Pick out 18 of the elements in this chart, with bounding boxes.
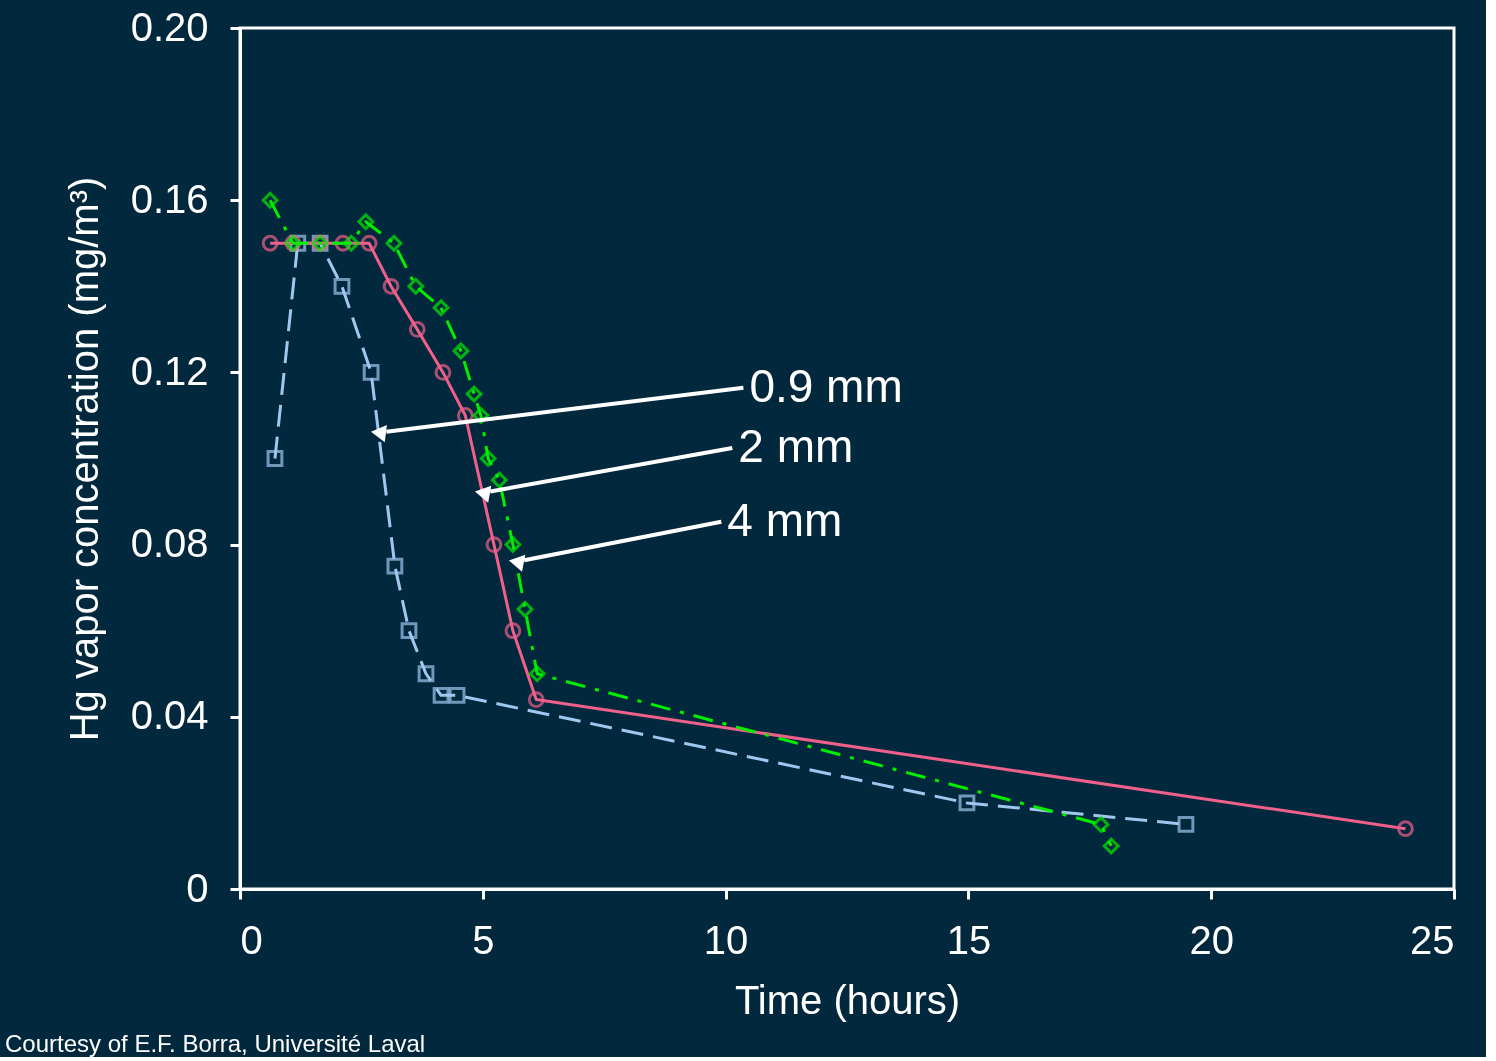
x-tick-label: 10 [703,917,749,962]
x-tick-label: 15 [946,917,992,962]
x-tick-label: 25 [1410,917,1455,962]
annotation: 0.9 mm [749,359,903,412]
x-tick-label: 20 [1189,917,1234,962]
y-tick-label: 0.04 [130,693,209,738]
x-tick-label: 5 [472,917,495,962]
x-axis-title: Time (hours) [734,977,961,1022]
y-axis-title: Hg vapor concentration (mg/m³) [61,176,106,742]
y-tick-label: 0.12 [130,348,209,393]
annotation: 2 mm [738,419,854,472]
y-tick-label: 0.16 [130,176,209,221]
annotation: 4 mm [727,493,843,546]
y-tick-label: 0.08 [130,521,209,566]
y-tick-label: 0.20 [130,4,209,49]
x-tick-label: 0 [240,917,263,962]
text: Courtesy of E.F. Borra, Université Laval [5,1030,426,1057]
y-tick-label: 0 [186,865,209,910]
